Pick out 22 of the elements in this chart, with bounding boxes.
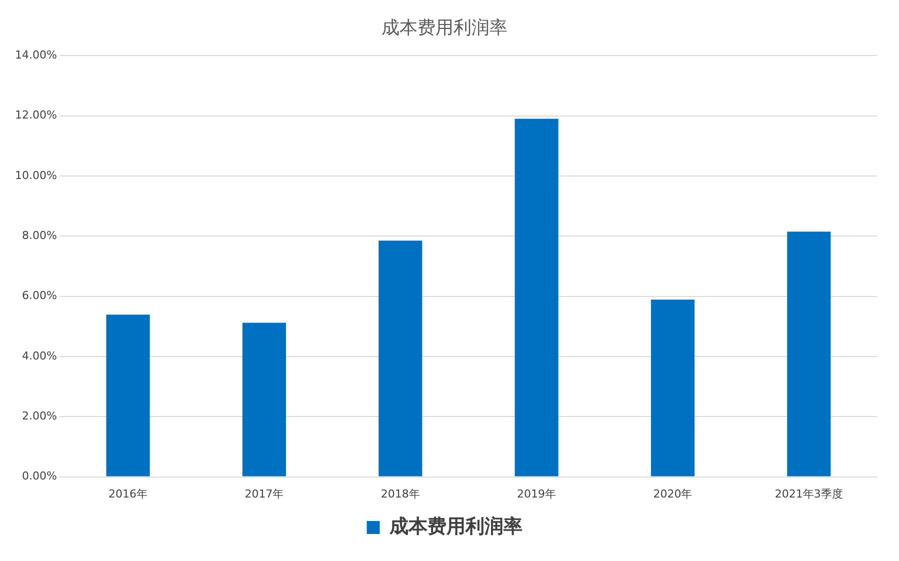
bar: [242, 322, 286, 476]
y-tick-label: 0.00%: [22, 470, 57, 483]
x-tick-label: 2017年: [244, 487, 284, 500]
legend-label: 成本费用利润率: [388, 515, 522, 538]
y-tick-label: 4.00%: [22, 349, 57, 362]
x-tick-label: 2016年: [108, 487, 148, 500]
y-tick-label: 2.00%: [22, 409, 57, 422]
y-tick-label: 6.00%: [22, 289, 57, 302]
bar: [106, 314, 150, 476]
bar: [787, 232, 831, 476]
bar: [514, 118, 558, 476]
y-tick-label: 14.00%: [14, 48, 57, 62]
bar: [650, 300, 695, 476]
y-tick-label: 10.00%: [14, 168, 57, 182]
x-tick-label: 2018年: [380, 487, 420, 500]
chart-title: 成本费用利润率: [382, 17, 508, 38]
x-tick-label: 2021年3季度: [774, 487, 843, 500]
y-tick-label: 8.00%: [22, 228, 57, 242]
y-tick-label: 12.00%: [14, 108, 57, 122]
x-tick-label: 2019年: [517, 487, 556, 500]
x-tick-label: 2020年: [653, 487, 692, 500]
bar: [378, 240, 422, 476]
